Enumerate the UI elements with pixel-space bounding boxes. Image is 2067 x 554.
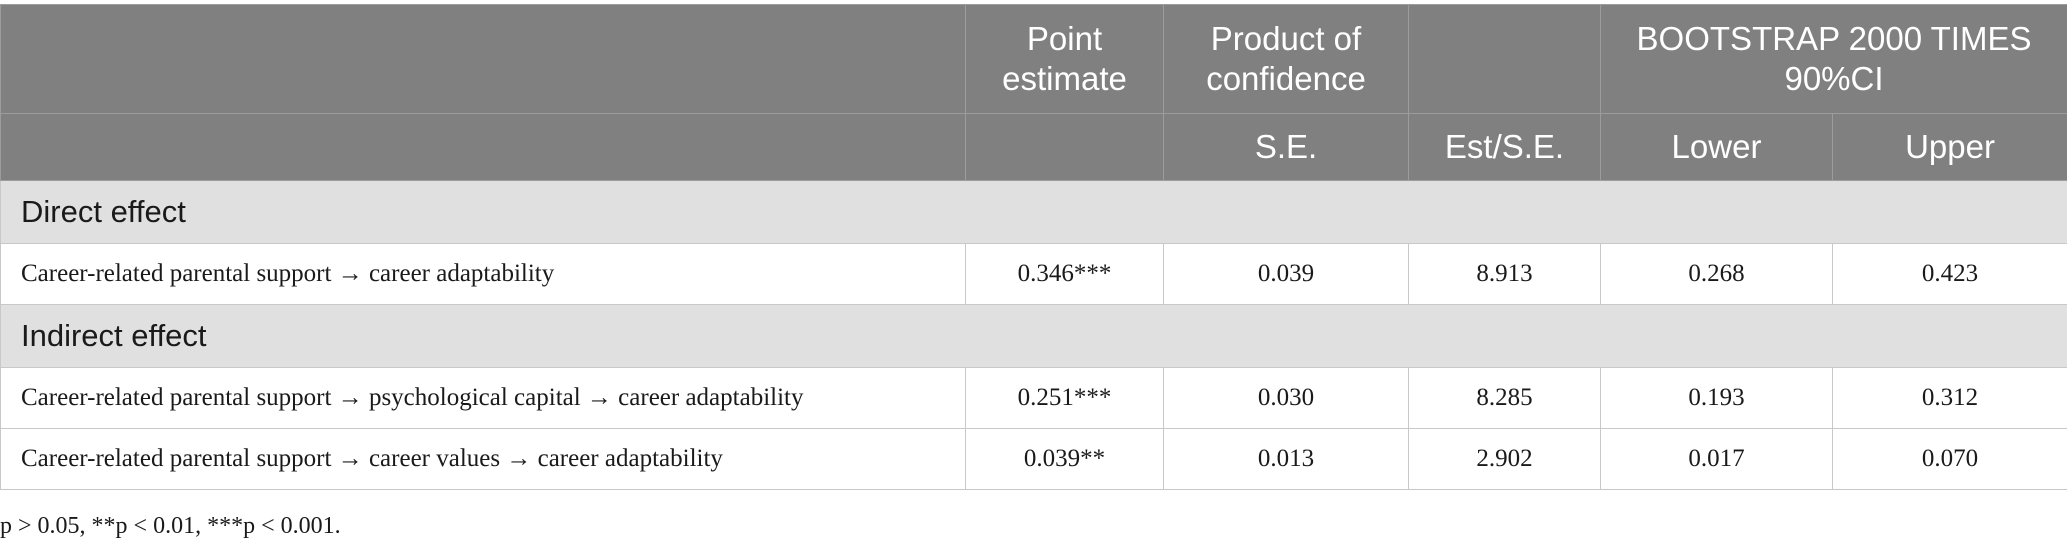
cell-point-estimate: 0.251*** xyxy=(965,367,1164,429)
table-footnote: p > 0.05, **p < 0.01, ***p < 0.001. xyxy=(0,513,341,539)
cell-est-se: 8.913 xyxy=(1408,243,1601,305)
header-product-of-confidence: Product of confidence xyxy=(1163,4,1409,114)
cell-se: 0.039 xyxy=(1163,243,1409,305)
mediation-effect-table: Point estimate Product of confidence BOO… xyxy=(0,4,2067,490)
cell-point-estimate: 0.039** xyxy=(965,428,1164,490)
row-label: Career-related parental support → career… xyxy=(0,428,966,490)
section-row-direct: Direct effect xyxy=(0,180,2067,244)
table-row: Career-related parental support → psycho… xyxy=(0,367,2067,429)
cell-lower: 0.017 xyxy=(1600,428,1833,490)
header-est-se: Est/S.E. xyxy=(1408,113,1601,181)
cell-se: 0.013 xyxy=(1163,428,1409,490)
header-blank-2 xyxy=(1408,4,1601,114)
cell-est-se: 8.285 xyxy=(1408,367,1601,429)
row-label: Career-related parental support → psycho… xyxy=(0,367,966,429)
header-se: S.E. xyxy=(1163,113,1409,181)
section-title: Direct effect xyxy=(0,180,2067,244)
header-blank-4 xyxy=(965,113,1164,181)
cell-upper: 0.312 xyxy=(1831,367,2067,429)
cell-point-estimate: 0.346*** xyxy=(965,243,1164,305)
header-point-estimate: Point estimate xyxy=(965,4,1164,114)
header-row-1: Point estimate Product of confidence BOO… xyxy=(0,4,2067,114)
header-upper: Upper xyxy=(1831,113,2067,181)
cell-lower: 0.193 xyxy=(1600,367,1833,429)
section-row-indirect: Indirect effect xyxy=(0,304,2067,368)
cell-est-se: 2.902 xyxy=(1408,428,1601,490)
table-row: Career-related parental support → career… xyxy=(0,243,2067,305)
header-blank xyxy=(0,4,966,114)
cell-upper: 0.423 xyxy=(1831,243,2067,305)
row-label: Career-related parental support → career… xyxy=(0,243,966,305)
header-lower: Lower xyxy=(1600,113,1833,181)
cell-se: 0.030 xyxy=(1163,367,1409,429)
table-row: Career-related parental support → career… xyxy=(0,428,2067,490)
section-title: Indirect effect xyxy=(0,304,2067,368)
header-blank-3 xyxy=(0,113,966,181)
header-row-2: S.E. Est/S.E. Lower Upper xyxy=(0,113,2067,181)
cell-upper: 0.070 xyxy=(1831,428,2067,490)
header-bootstrap: BOOTSTRAP 2000 TIMES 90%CI xyxy=(1599,4,2067,114)
cell-lower: 0.268 xyxy=(1600,243,1833,305)
